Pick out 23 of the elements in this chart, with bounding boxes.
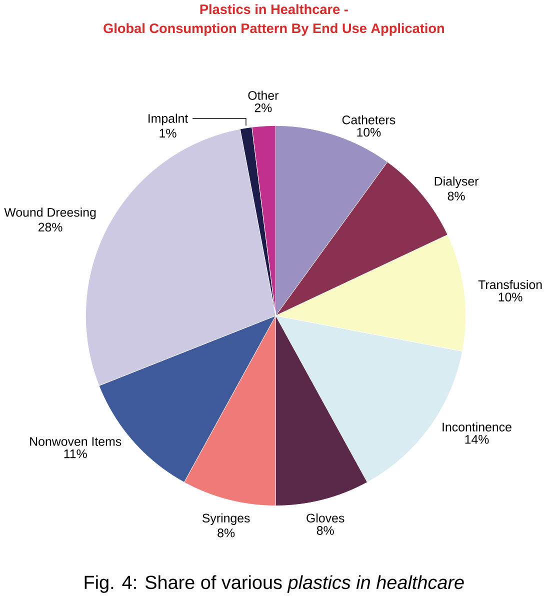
slice-label: Incontinence: [442, 422, 512, 432]
data-label: 14%: [465, 435, 489, 444]
slice-label: Dialyser: [435, 176, 479, 188]
chart-subtitle: Global Consumption Pattern By End Use Application: [104, 23, 444, 36]
data-label: 10%: [357, 128, 381, 137]
slice-label: Catheters: [342, 115, 396, 124]
slice-label: Impalnt: [148, 114, 188, 126]
slice-label: Other: [248, 90, 279, 100]
caption: Fig. 4: Share of various plastics in healthcare: [84, 575, 464, 593]
slice-label: Gloves: [306, 513, 344, 523]
data-label: 10%: [498, 292, 522, 302]
data-label: 8%: [317, 526, 334, 535]
chart-title: Plastics in Healthcare -: [200, 4, 348, 14]
data-label: 8%: [448, 192, 465, 200]
data-label: 28%: [38, 222, 62, 232]
slice-label: Wound Dreesing: [4, 208, 96, 220]
data-label: 2%: [254, 103, 272, 112]
slice-label: Syringes: [202, 513, 250, 525]
slice-label: Nonwoven Items: [30, 437, 122, 446]
data-label: 8%: [218, 528, 235, 538]
slice-label: Transfusion: [478, 280, 542, 290]
data-label: 11%: [64, 449, 88, 458]
data-label: 1%: [160, 128, 176, 138]
